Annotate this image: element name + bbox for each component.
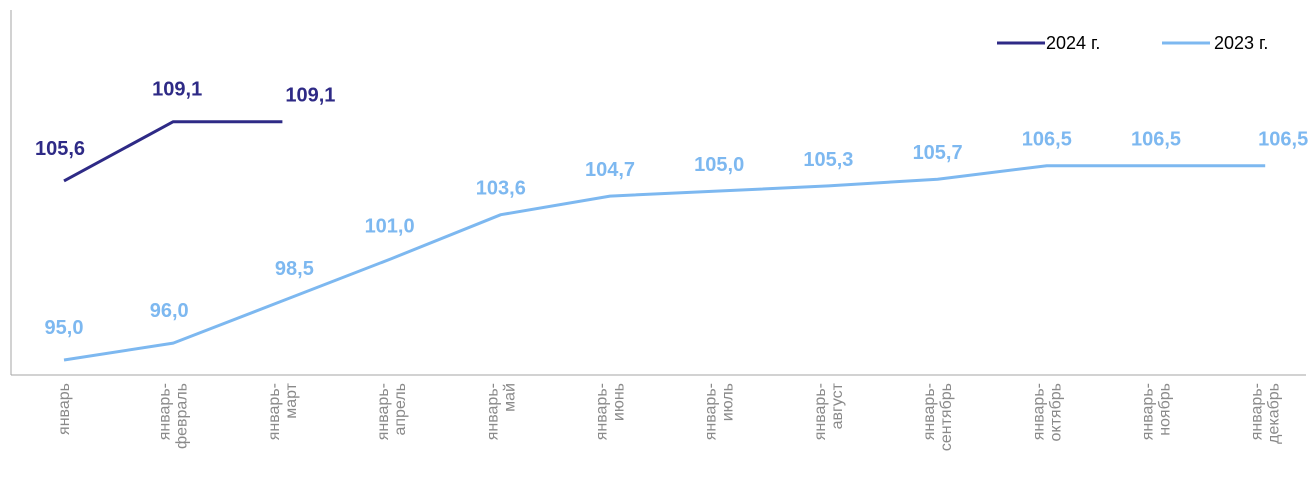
x-tick-label: январь-май xyxy=(484,383,518,440)
data-label-s1-p9: 106,5 xyxy=(1022,129,1072,151)
x-tick-label: январь-август xyxy=(812,382,846,440)
x-tick-labels: январь январь-февраль январь-март январь-ап… xyxy=(56,382,1283,451)
data-label-s1-p7: 105,3 xyxy=(803,149,853,171)
x-tick-label: январь xyxy=(56,383,73,435)
data-label-s1-p8: 105,7 xyxy=(913,142,963,164)
x-tick-label: январь-февраль xyxy=(157,383,191,449)
legend: 2024 г. 2023 г. xyxy=(997,33,1268,53)
x-tick-label: январь-ноябрь xyxy=(1140,383,1174,440)
x-tick-label: январь-июль xyxy=(703,383,737,440)
series-line-0 xyxy=(63,120,283,183)
data-label-s1-p3: 101,0 xyxy=(365,216,415,238)
legend-label-0: 2024 г. xyxy=(1046,33,1100,53)
data-labels: 105,6 109,1 109,1 95,0 96,0 98,5 101,0 103,6 104… xyxy=(35,79,1308,339)
x-tick-label: январь-сентябрь xyxy=(921,383,955,451)
series-lines xyxy=(63,120,1266,362)
data-label-s1-p6: 105,0 xyxy=(694,154,744,176)
x-tick-label: январь-декабрь xyxy=(1249,383,1283,444)
x-tick-label: январь-апрель xyxy=(375,383,409,440)
x-tick-label: январь-март xyxy=(266,382,300,440)
x-tick-label: январь-июнь xyxy=(594,383,628,440)
series-line-1 xyxy=(63,164,1266,362)
data-label-s1-p4: 103,6 xyxy=(476,178,526,200)
data-label-s1-p2: 98,5 xyxy=(275,258,314,280)
legend-label-1: 2023 г. xyxy=(1214,33,1268,53)
x-tick-label: январь-октябрь xyxy=(1030,383,1064,441)
data-label-s1-p1: 96,0 xyxy=(150,300,189,322)
data-label-s1-p0: 95,0 xyxy=(45,317,84,339)
data-label-s0-p0: 105,6 xyxy=(35,138,85,160)
data-label-s1-p11: 106,5 xyxy=(1258,129,1308,151)
data-label-s1-p10: 106,5 xyxy=(1131,129,1181,151)
data-label-s1-p5: 104,7 xyxy=(585,159,635,181)
data-label-s0-p2: 109,1 xyxy=(285,85,335,107)
data-label-s0-p1: 109,1 xyxy=(152,79,202,101)
